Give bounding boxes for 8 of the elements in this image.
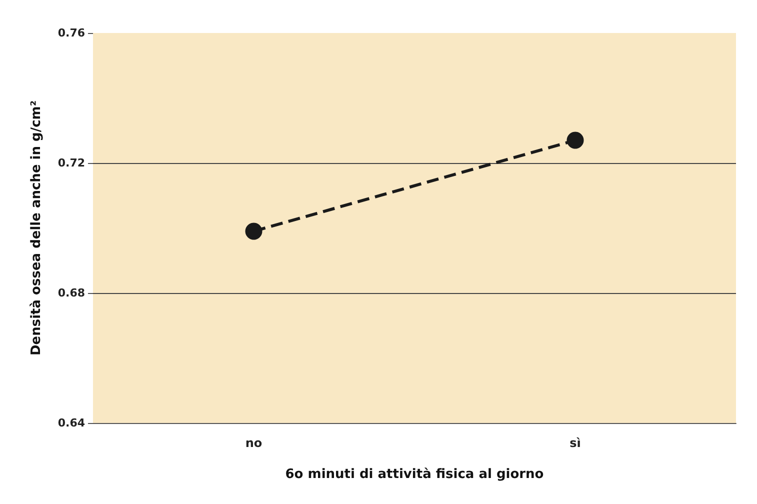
x-axis-title: 6o minuti di attività fisica al giorno (285, 467, 544, 482)
y-tick-label: 0.76 (58, 26, 86, 40)
x-tick-label: sì (570, 436, 581, 450)
x-tick-label: no (245, 436, 262, 450)
y-axis-title: Densità ossea delle anche in g/cm² (29, 100, 44, 356)
y-tick-label: 0.64 (58, 416, 86, 430)
y-tick-label: 0.68 (58, 286, 85, 300)
y-tick-label: 0.72 (58, 156, 85, 170)
